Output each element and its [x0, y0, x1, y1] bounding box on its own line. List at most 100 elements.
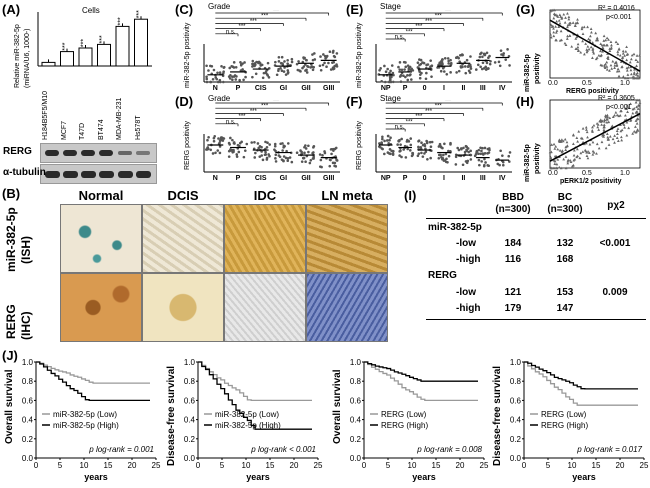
- scatter-point-208: [636, 129, 640, 132]
- dot-0-1: [380, 79, 383, 83]
- km-ytick-4: 0.8: [350, 377, 362, 386]
- dot-2-21: [266, 74, 270, 77]
- scatter-point-72: [564, 16, 567, 19]
- dot-4-22: [461, 65, 464, 69]
- scatter-point-68: [557, 138, 561, 141]
- km-xtick-3: 15: [266, 461, 275, 470]
- scatter-point-193: [561, 139, 565, 143]
- km-ylabel-3: Disease-free survival: [492, 365, 503, 466]
- dot-4-25: [297, 60, 300, 63]
- scatter-point-156: [606, 138, 610, 141]
- dot-1-25: [232, 75, 236, 78]
- dot-cat-label-3: I: [443, 85, 445, 92]
- scatter-point-122: [605, 60, 609, 64]
- dot-1-12: [400, 137, 403, 141]
- dot-3-1: [280, 69, 284, 73]
- ish-lnmeta-image: [306, 204, 388, 273]
- dot-2-14: [423, 152, 426, 155]
- dot-2-7: [420, 151, 423, 155]
- scatter-point-123: [634, 58, 638, 62]
- scatter-point-206: [604, 115, 608, 119]
- scatter-point-149: [591, 50, 595, 53]
- dot-0-25: [207, 69, 210, 72]
- dot-0-18: [214, 151, 217, 155]
- dot-1-22: [232, 61, 236, 64]
- dot-4-20: [463, 150, 467, 154]
- scatter-point-48: [566, 161, 570, 165]
- scatter-point-95: [611, 115, 615, 119]
- dot-3-12: [440, 61, 443, 64]
- panel-d-label: (D): [175, 94, 194, 109]
- scatter-point-171: [599, 120, 603, 123]
- scatter-point-80: [592, 51, 596, 55]
- dot-4-11: [458, 53, 462, 57]
- panel-e-title: Stage: [380, 2, 401, 11]
- th-p: pχ2: [607, 200, 625, 211]
- dot-4-10: [454, 155, 458, 159]
- km-xlabel: years: [412, 472, 436, 482]
- panel-h-ylabel: miR-382-5p: [524, 144, 531, 182]
- panel-h-xtick-2: 1.0: [620, 170, 630, 177]
- scatter-point-110: [589, 27, 593, 30]
- dot-cat-label-0: NP: [381, 175, 391, 182]
- dot-3-16: [447, 149, 450, 153]
- scatter-point-210: [617, 69, 621, 73]
- scatter-point-179: [567, 17, 571, 21]
- dot-3-19: [277, 56, 281, 59]
- bar-sig-4: ***: [118, 17, 125, 25]
- dot-2-14: [425, 71, 428, 75]
- scatter-frame: [549, 9, 641, 79]
- dot-4-12: [308, 161, 312, 165]
- scatter-point-217: [636, 74, 640, 77]
- km-xtick-3: 15: [592, 461, 601, 470]
- dot-4-2: [295, 151, 299, 155]
- panel-c-title: Grade: [208, 2, 231, 11]
- dot-2-4: [420, 141, 423, 144]
- dot-3-19: [445, 72, 449, 76]
- dot-2-20: [424, 147, 427, 151]
- dot-cat-label-5: III: [480, 85, 486, 92]
- col-normal: Normal: [78, 188, 124, 203]
- scatter-point-86: [608, 49, 612, 53]
- dot-1-15: [238, 141, 242, 145]
- dot-2-5: [262, 71, 266, 75]
- dot-2-21: [261, 158, 265, 162]
- dot-4-5: [468, 71, 472, 74]
- scatter-point-130: [576, 45, 580, 49]
- dot-1-6: [239, 60, 242, 64]
- scatter-point-189: [581, 150, 585, 153]
- dot-3-7: [439, 69, 443, 73]
- scatter-point-190: [556, 158, 560, 161]
- scatter-point-161: [579, 151, 583, 155]
- scatter-point-11: [592, 123, 596, 127]
- dot-4-15: [300, 160, 304, 163]
- scatter-point-156: [552, 16, 556, 20]
- dot-1-12: [406, 74, 409, 77]
- dot-2-15: [251, 75, 254, 79]
- dot-4-25: [304, 144, 307, 147]
- scatter-point-82: [615, 113, 619, 117]
- dot-5-13: [481, 146, 484, 150]
- scatter-point-165: [627, 65, 630, 69]
- scatter-point-195: [551, 8, 555, 12]
- dot-3-15: [280, 55, 284, 59]
- col-lnmeta: LN meta: [321, 188, 373, 203]
- dot-0-5: [379, 67, 382, 70]
- scatter-point-218: [610, 67, 614, 70]
- dot-2-22: [264, 140, 267, 144]
- dot-2-5: [418, 76, 422, 80]
- col-idc: IDC: [253, 188, 277, 203]
- scatter-point-54: [571, 142, 575, 145]
- dot-3-11: [446, 160, 449, 164]
- dot-4-15: [313, 52, 316, 55]
- dot-2-13: [268, 143, 271, 146]
- km-xtick-5: 25: [640, 461, 649, 470]
- dot-2-27: [426, 157, 429, 161]
- dot-5-12: [483, 157, 486, 161]
- scatter-point-118: [566, 144, 569, 147]
- dot-1-7: [231, 78, 234, 82]
- km-plot-1: 0.0 0.2 0.4 0.6 0.8 1.0 0 5 10 15 20 25 years miR-382…: [184, 358, 323, 482]
- dot-3-26: [439, 145, 443, 149]
- scatter-point-137: [606, 56, 609, 60]
- dot-5-18: [478, 163, 481, 167]
